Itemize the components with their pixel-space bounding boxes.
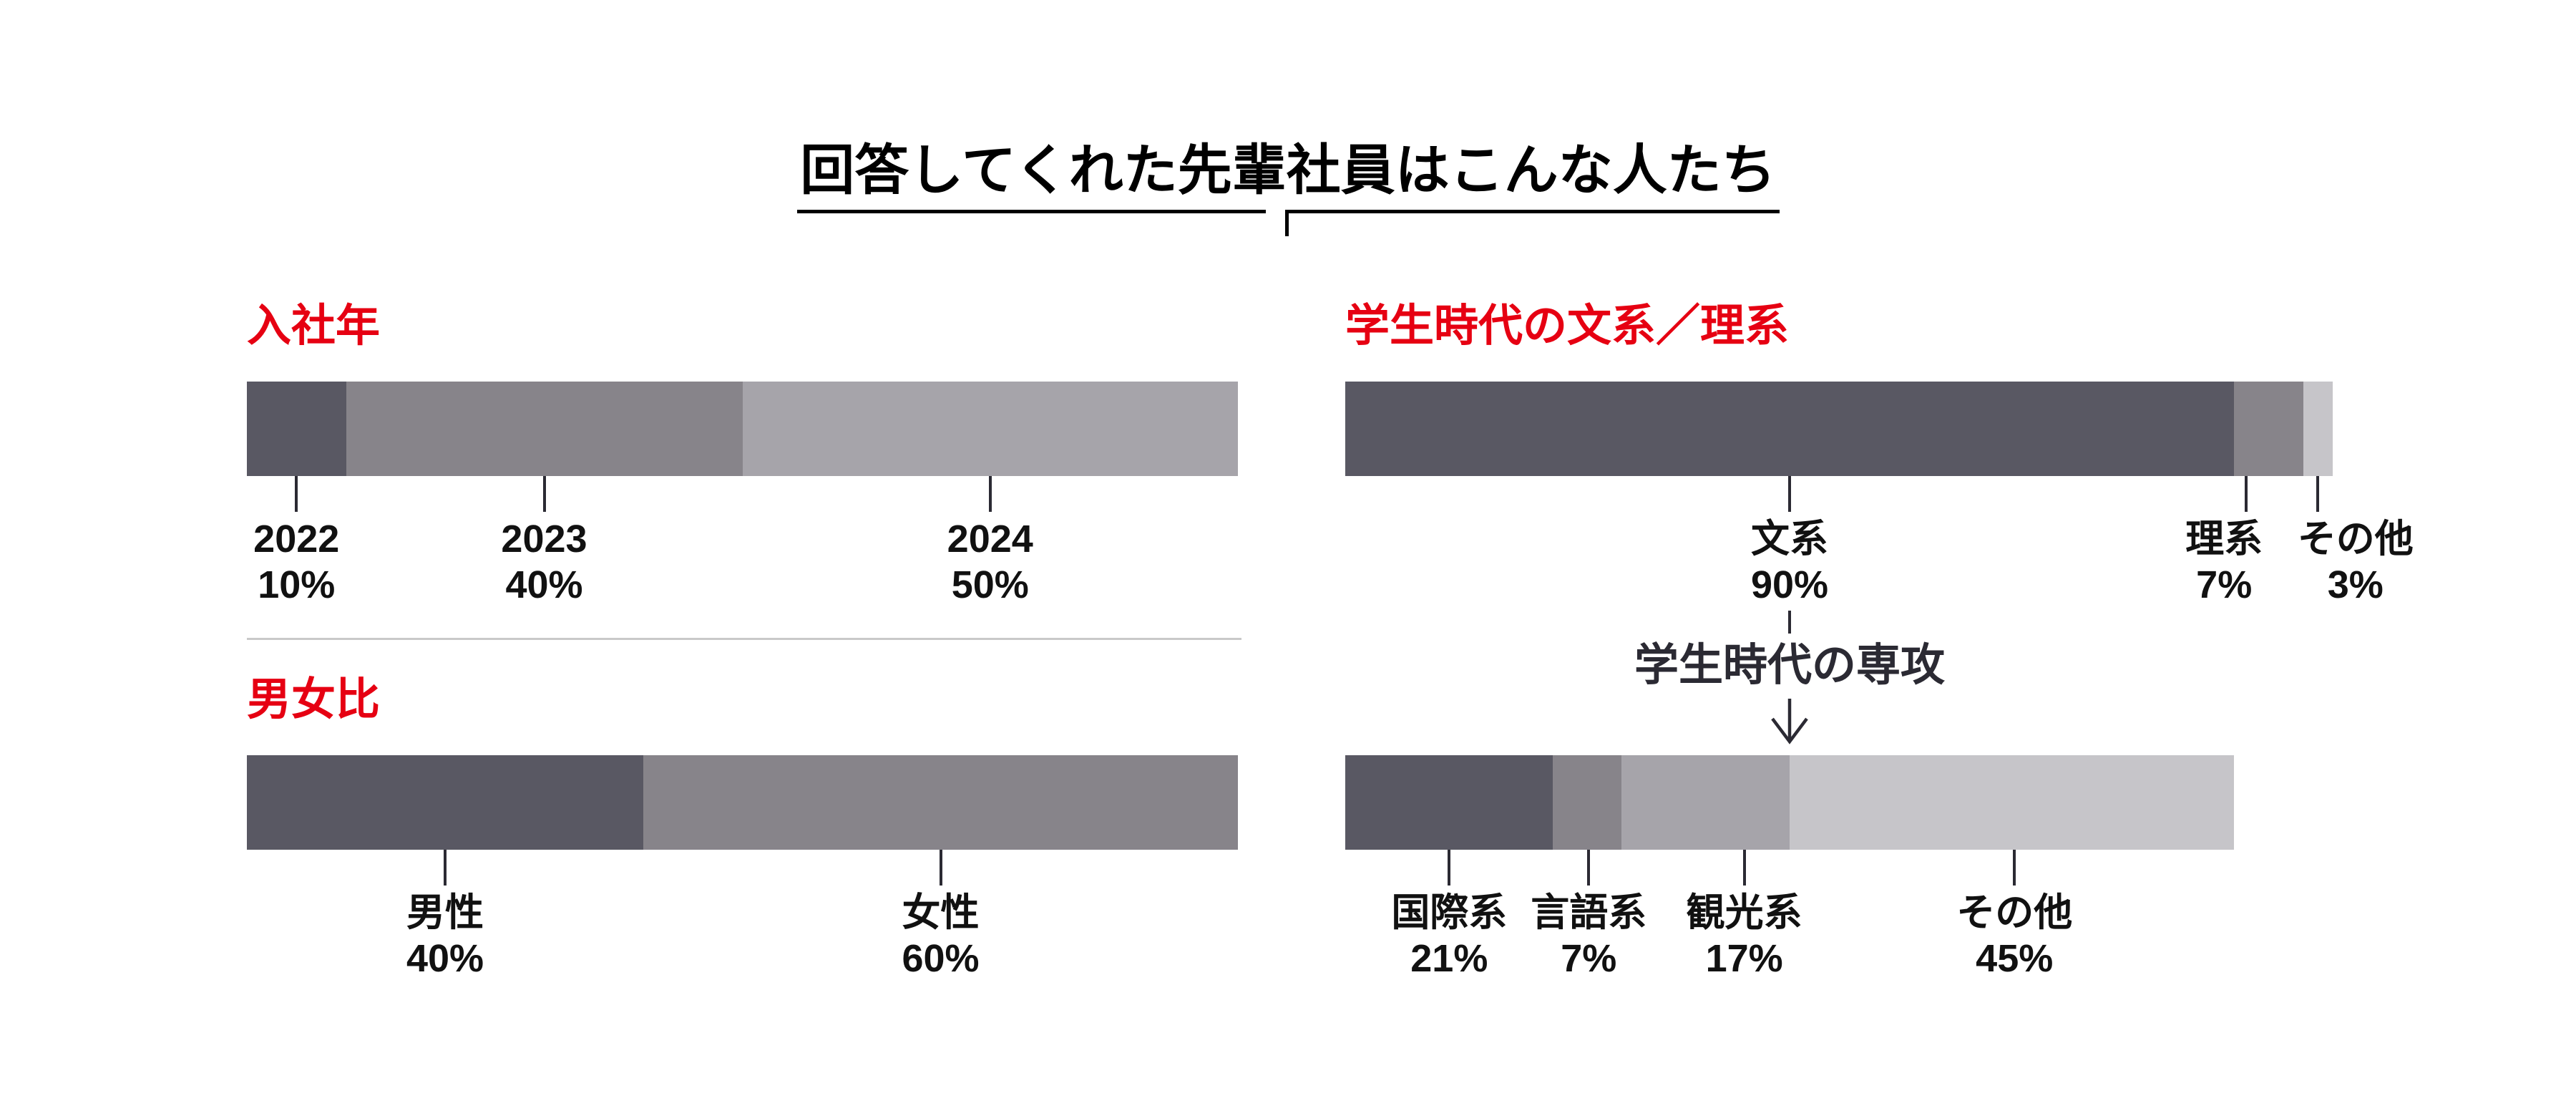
segment-label-観光系: 観光系 17% [1687,890,1802,981]
tick-line-2023 [542,476,546,512]
segment-label-2023: 2023 40% [501,516,587,608]
tick-line-理系 [2244,476,2248,512]
tick-line-その他 [2316,476,2320,512]
title-underline-right [1285,210,1780,213]
chart-gender-ratio: 男女比男性 40% 女性 60% [247,678,1238,1027]
segment-label-name: 言語系 [1531,891,1647,934]
connector-label: 学生時代の専攻 [1634,641,1946,690]
segment-label-2024: 2024 50% [947,516,1033,608]
segment-label-文系: 文系 90% [1751,516,1828,608]
segment-label-value: 50% [951,563,1029,606]
segment-label-value: 3% [2327,563,2384,606]
bar-segment-2023 [346,382,743,476]
section-heading-joining-year: 入社年 [247,301,381,351]
page-title: 回答してくれた先輩社員はこんな人たち [800,140,1776,201]
segment-label-name: 2022 [253,518,340,561]
chart-joining-year: 入社年 2022 10% 2023 40% 2024 50% [247,304,1238,654]
segment-label-女性: 女性 60% [902,890,979,981]
segment-label-value: 60% [902,937,980,980]
down-arrow-icon [1771,699,1808,744]
segment-label-name: 文系 [1751,518,1828,561]
segment-label-男性: 男性 40% [406,890,484,981]
section-heading-humanities-sciences: 学生時代の文系／理系 [1345,301,1790,351]
segment-label-value: 45% [1976,937,2054,980]
tick-line-男性 [444,850,447,886]
segment-label-name: 理系 [2185,518,2263,561]
segment-label-言語系: 言語系 7% [1531,890,1646,981]
tick-line-国際系 [1448,850,1451,886]
chart-major: 国際系 21% 言語系 7% 観光系 17% その他 45% [1345,755,2234,1027]
stacked-bar-gender-ratio [247,755,1238,850]
segment-label-name: 2024 [947,518,1033,561]
segment-label-value: 40% [406,937,484,980]
bar-segment-理系 [2234,382,2303,476]
segment-label-value: 90% [1750,563,1829,606]
tick-line-2024 [988,476,992,512]
tick-line-2022 [295,476,298,512]
segment-label-その他: その他 3% [2298,516,2414,608]
chart-humanities-sciences: 学生時代の文系／理系文系 90% 理系 7% その他 3% [1345,304,2414,654]
segment-label-name: 国際系 [1391,891,1508,934]
segment-label-2022: 2022 10% [253,516,339,608]
left-column-divider [247,638,1241,640]
section-heading-gender-ratio: 男女比 [247,675,381,724]
segment-label-name: その他 [1956,891,2073,934]
tick-line-文系 [1788,476,1791,512]
bar-segment-観光系 [1621,755,1790,850]
title-underline-left [797,210,1266,213]
segment-label-value: 7% [2196,563,2253,606]
tick-line-女性 [939,850,942,886]
stacked-bar-humanities-sciences [1345,382,2333,476]
segment-label-value: 17% [1705,937,1783,980]
segment-label-value: 21% [1410,937,1488,980]
segment-label-value: 7% [1561,937,1617,980]
bar-segment-2022 [247,382,346,476]
segment-label-国際系: 国際系 21% [1391,890,1507,981]
bar-segment-その他 [2303,382,2333,476]
segment-label-name: 女性 [902,891,980,934]
bar-segment-その他 [1789,755,2234,850]
segment-label-value: 10% [258,563,336,606]
segment-label-理系: 理系 7% [2185,516,2263,608]
stacked-bar-joining-year [247,382,1238,476]
segment-label-name: 男性 [406,891,484,934]
segment-label-その他: その他 45% [1956,890,2072,981]
bar-segment-国際系 [1345,755,1553,850]
connector-dash [1788,611,1791,634]
segment-label-name: 観光系 [1686,891,1802,934]
segment-label-name: その他 [2297,518,2414,561]
segment-label-value: 40% [505,563,583,606]
bar-segment-男性 [247,755,643,850]
tick-line-その他 [2013,850,2016,886]
stacked-bar-major [1345,755,2234,850]
tick-line-言語系 [1587,850,1591,886]
bar-segment-女性 [643,755,1238,850]
bar-segment-言語系 [1552,755,1622,850]
bar-segment-2024 [742,382,1238,476]
bar-segment-文系 [1345,382,2234,476]
segment-label-name: 2023 [501,518,587,561]
tick-line-観光系 [1742,850,1746,886]
title-underline-drop-tick [1285,210,1289,236]
